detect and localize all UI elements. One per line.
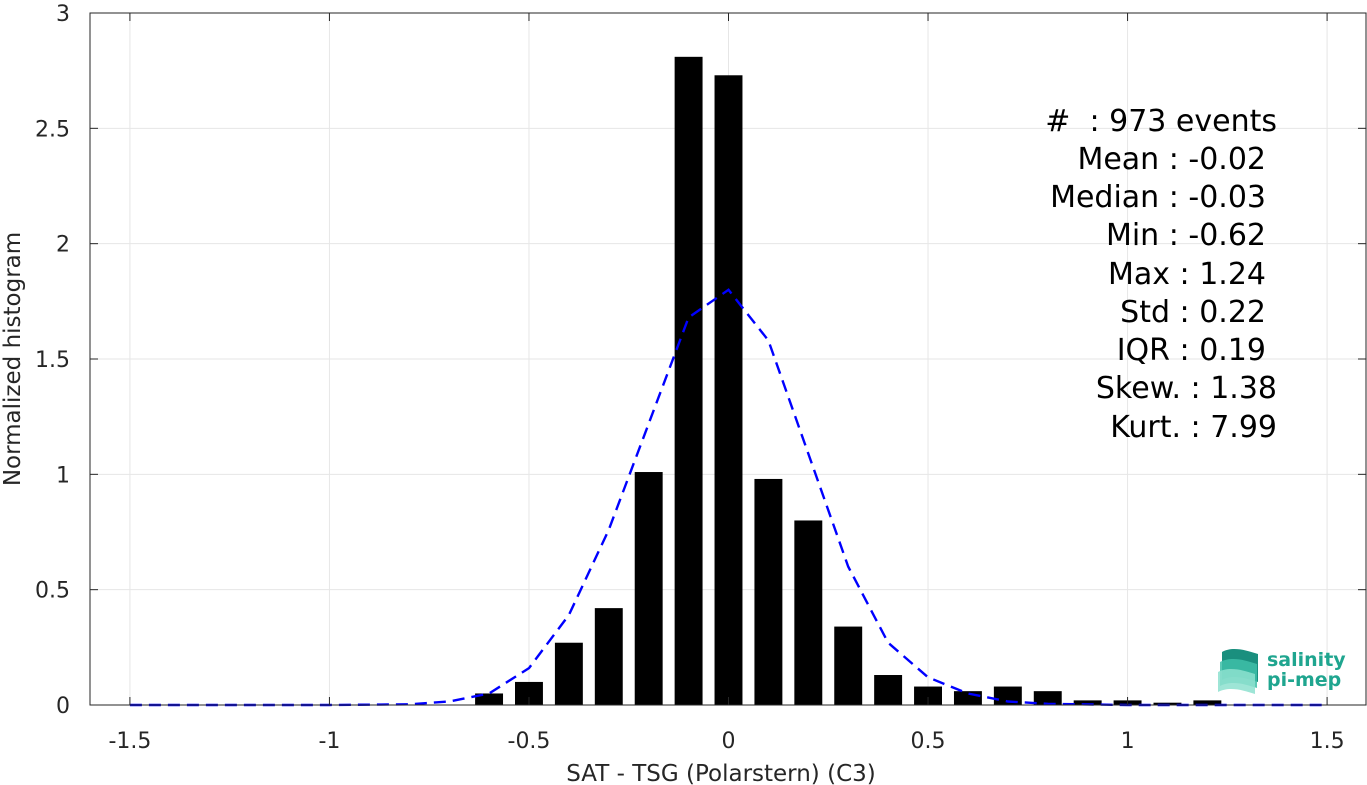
x-tick-label: 0 bbox=[722, 729, 736, 754]
histogram-bar bbox=[993, 686, 1022, 705]
stat-skew: Skew. : 1.38 bbox=[1096, 371, 1277, 406]
gaussian-fit-curve bbox=[129, 288, 1328, 707]
histogram-bar bbox=[1193, 700, 1222, 705]
salinity-wave-logo-icon bbox=[1218, 648, 1258, 694]
x-axis-label: SAT - TSG (Polarstern) (C3) bbox=[566, 761, 875, 785]
x-tick-label: 0.5 bbox=[911, 729, 946, 754]
y-tick-label: 3 bbox=[56, 2, 70, 27]
stat-max: Max : 1.24 bbox=[1108, 257, 1266, 292]
y-tick-label: 1.5 bbox=[35, 348, 70, 373]
x-tick-label: -1 bbox=[318, 729, 340, 754]
stat-iqr: IQR : 0.19 bbox=[1117, 333, 1266, 368]
histogram-bar bbox=[754, 478, 783, 705]
histogram-bar bbox=[674, 56, 703, 706]
histogram-bar bbox=[874, 675, 903, 705]
stat-mean: Mean : -0.02 bbox=[1077, 142, 1266, 177]
y-tick-label: 1 bbox=[56, 463, 70, 488]
stat-median: Median : -0.03 bbox=[1050, 180, 1266, 215]
salinity-pi-mep-logo: salinity pi-mep bbox=[1218, 648, 1346, 694]
y-tick-label: 0 bbox=[56, 694, 70, 719]
histogram-bar bbox=[554, 642, 583, 705]
x-tick-label: 1 bbox=[1121, 729, 1135, 754]
x-tick-label: 1.5 bbox=[1310, 729, 1345, 754]
stat-events: # : 973 events bbox=[1045, 104, 1277, 139]
histogram-bar bbox=[953, 691, 982, 705]
logo-text-pi-mep: pi-mep bbox=[1267, 669, 1341, 691]
histogram-bar bbox=[515, 681, 543, 705]
histogram-bar bbox=[914, 686, 942, 705]
y-tick-label: 2 bbox=[56, 233, 70, 258]
histogram-bar bbox=[634, 472, 663, 705]
histogram-bar bbox=[1073, 700, 1102, 705]
axis-ticks: -1.5 -1 -0.5 0 0.5 1 1.5 0 0.5 1 1.5 2 2.5 3 bbox=[35, 2, 1366, 754]
stats-box: # : 973 events Mean : -0.02 Median : -0.… bbox=[1045, 104, 1277, 445]
histogram-bars bbox=[475, 56, 1222, 706]
stat-min: Min : -0.62 bbox=[1106, 218, 1266, 253]
histogram-bar bbox=[594, 608, 623, 705]
histogram-bar bbox=[834, 626, 863, 705]
histogram-bar bbox=[475, 693, 504, 705]
histogram-bar bbox=[1033, 691, 1062, 705]
histogram-bar bbox=[714, 75, 743, 705]
histogram-bar bbox=[794, 520, 823, 705]
y-axis-label: Normalized histogram bbox=[0, 232, 26, 486]
x-tick-label: -1.5 bbox=[108, 729, 151, 754]
stat-kurt: Kurt. : 7.99 bbox=[1110, 410, 1277, 445]
x-tick-label: -0.5 bbox=[508, 729, 551, 754]
stat-std: Std : 0.22 bbox=[1120, 295, 1266, 330]
logo-text-salinity: salinity bbox=[1267, 649, 1346, 671]
y-tick-label: 2.5 bbox=[35, 117, 70, 142]
y-tick-label: 0.5 bbox=[35, 579, 70, 604]
